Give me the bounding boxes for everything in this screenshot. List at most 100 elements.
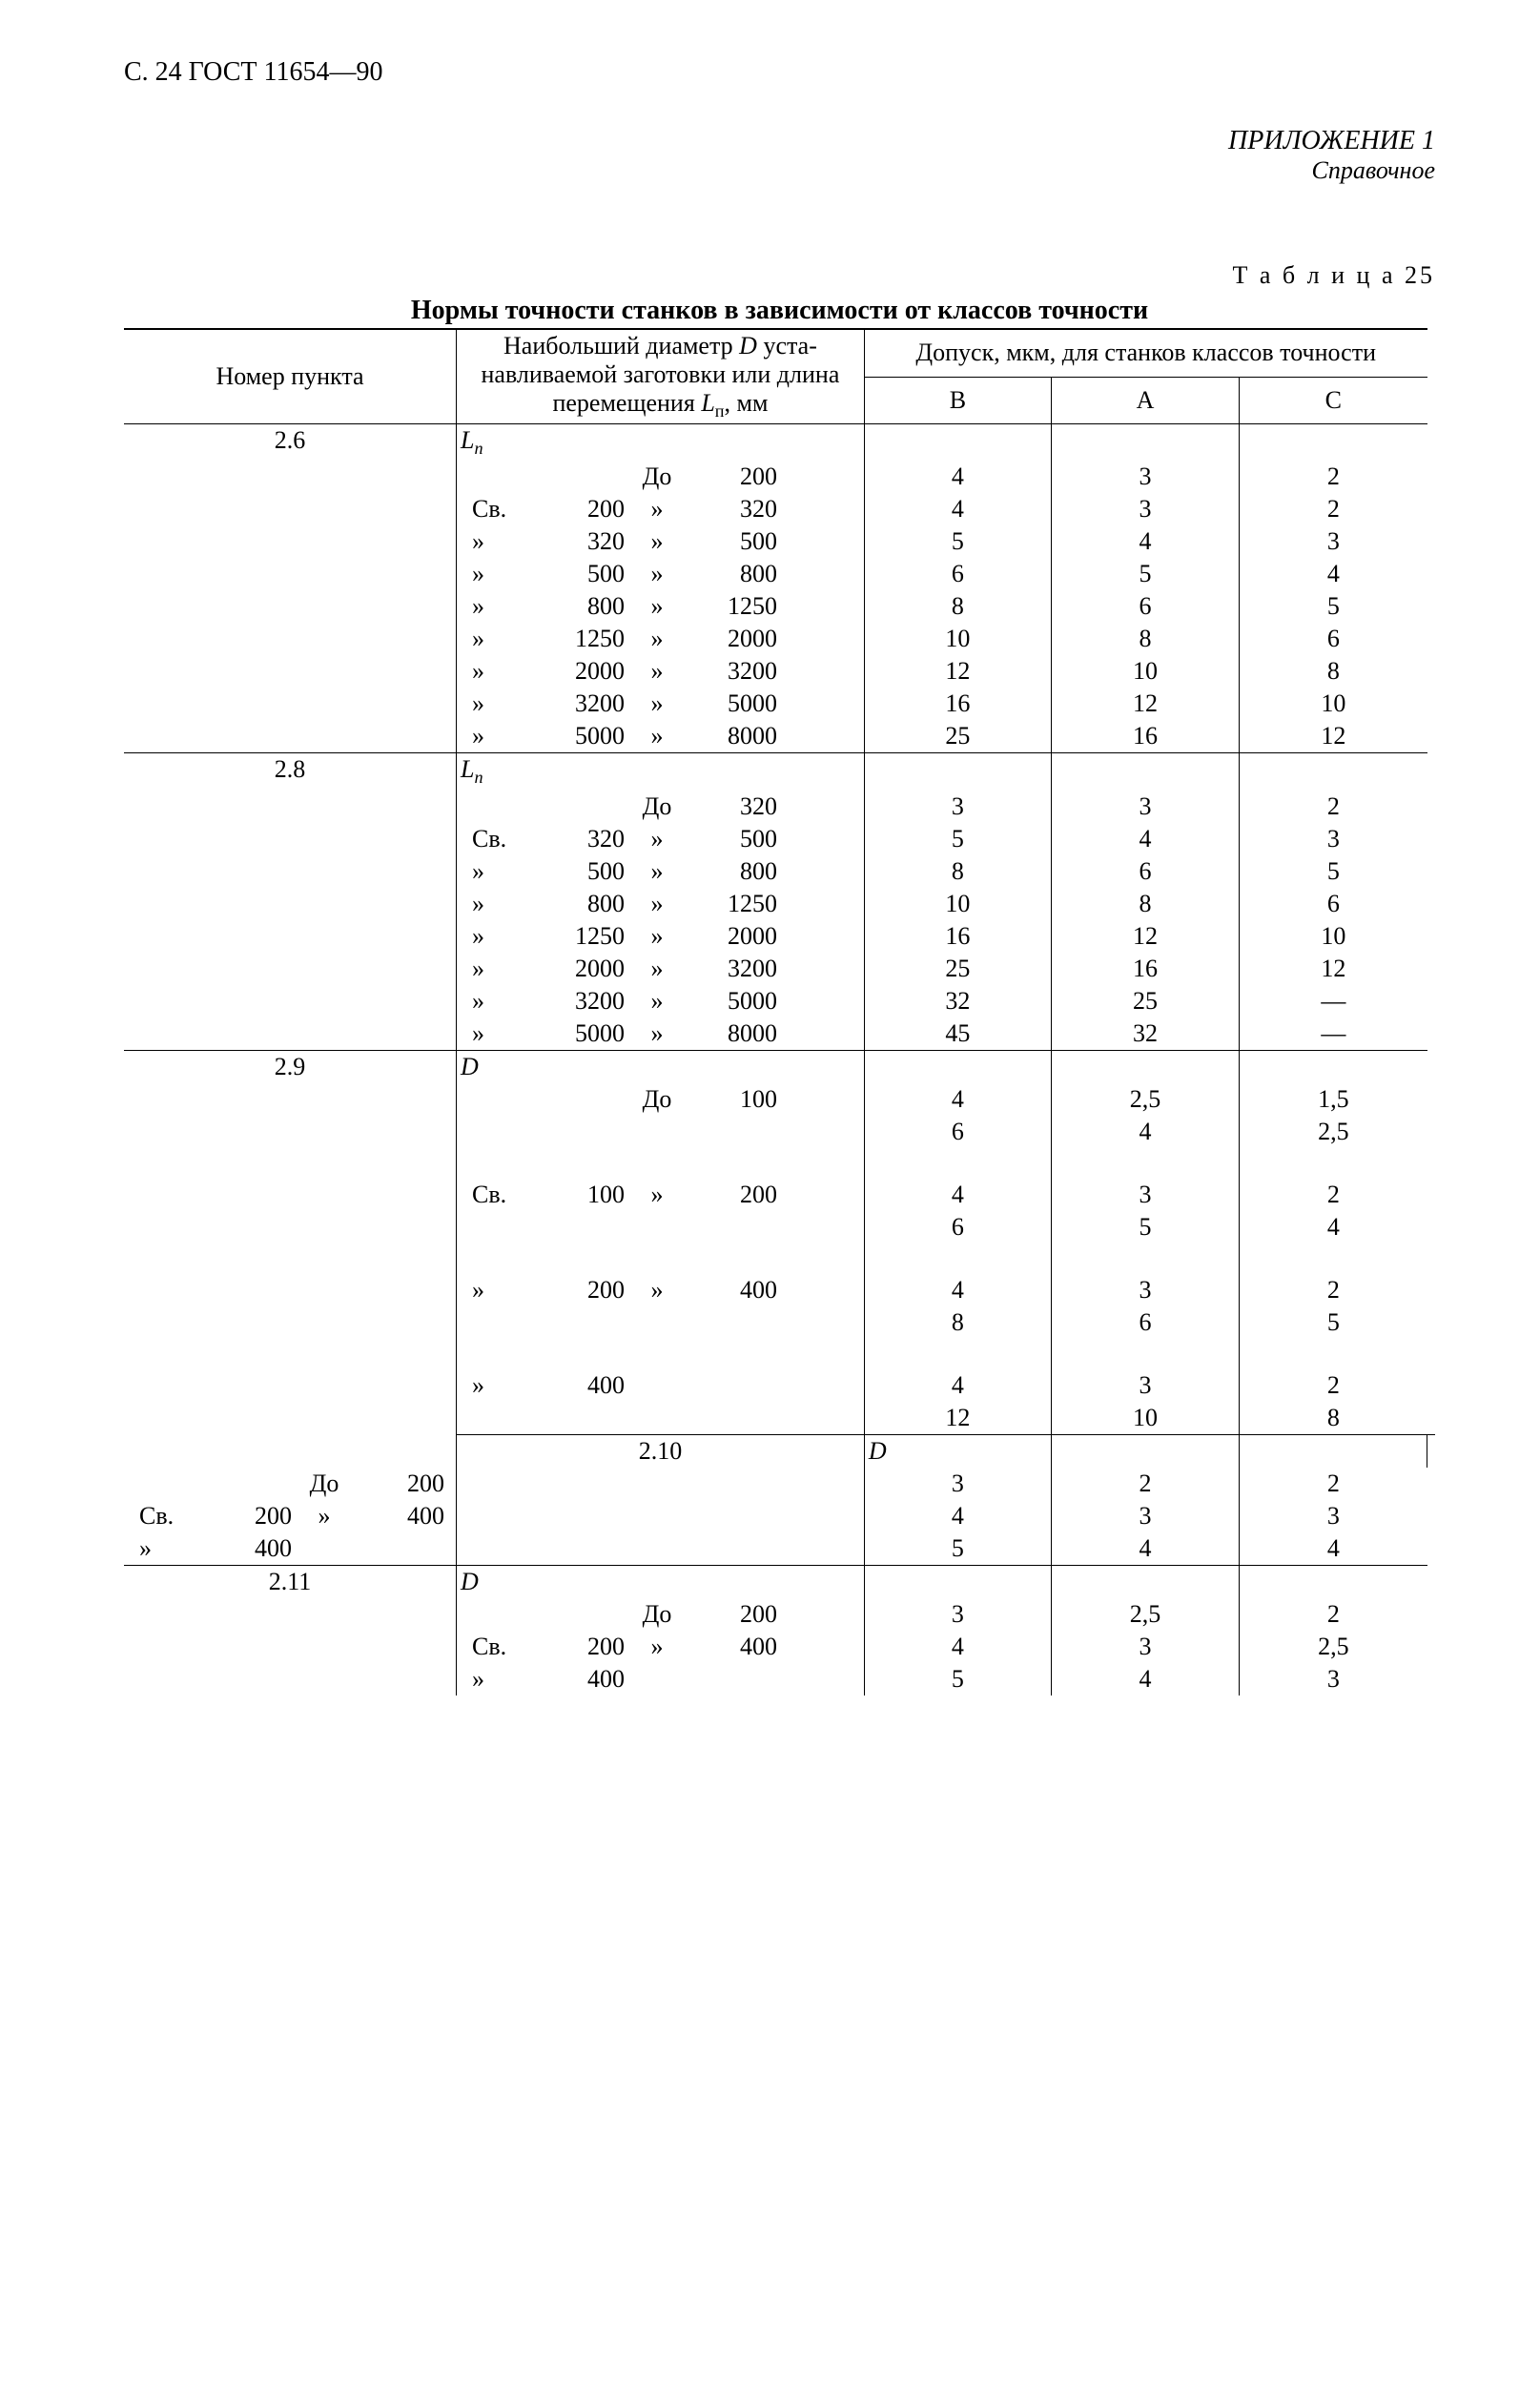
value-cell: 4 — [864, 1631, 1051, 1663]
empty-cell — [1240, 1050, 1427, 1083]
range-cell: »500»800 — [457, 855, 865, 888]
range-cell: »400 — [124, 1532, 457, 1566]
range-cell: До200 — [124, 1468, 457, 1500]
value-cell: 32 — [1051, 1017, 1239, 1051]
value-cell: 4 — [1051, 1116, 1239, 1148]
range-cell: До320 — [457, 791, 865, 823]
value-cell: 12 — [1240, 720, 1427, 753]
value-cell: 3 — [1051, 1274, 1239, 1306]
value-cell: 6 — [1240, 623, 1427, 655]
value-cell: 4 — [1051, 525, 1239, 558]
value-cell: 2 — [1051, 1468, 1239, 1500]
tolerance-table: Номер пункта Наибольший диаметр D уста­н… — [124, 328, 1435, 1696]
table-row: 2.8Lп — [124, 753, 1435, 791]
table-number-label: Т а б л и ц а 25 — [124, 261, 1435, 290]
empty-cell — [864, 1565, 1051, 1598]
range-cell — [457, 1116, 865, 1148]
value-cell: 3 — [1240, 1663, 1427, 1696]
value-cell: 3 — [1051, 461, 1239, 493]
th-nomer: Номер пункта — [124, 329, 457, 424]
value-cell: 8 — [1051, 888, 1239, 920]
th-tolerance-span: Допуск, мкм, для станков классов точност… — [864, 329, 1427, 377]
nomer-cell: 2.8 — [124, 753, 457, 1050]
range-cell: »5000»8000 — [457, 720, 865, 753]
th-diam: Наибольший диаметр D уста­навливаемой за… — [457, 329, 865, 424]
th-class-b: В — [864, 377, 1051, 424]
range-symbol: D — [457, 1565, 865, 1598]
range-cell: »320»500 — [457, 525, 865, 558]
value-cell: 8 — [1051, 623, 1239, 655]
range-cell: »1250»2000 — [457, 920, 865, 953]
empty-cell — [864, 753, 1051, 791]
value-cell: 16 — [864, 920, 1051, 953]
value-cell: 8 — [864, 1306, 1051, 1339]
value-cell: 8 — [1240, 655, 1427, 688]
value-cell: 3 — [1240, 525, 1427, 558]
range-cell: Св.200»320 — [457, 493, 865, 525]
value-cell: 16 — [1051, 720, 1239, 753]
value-cell: 4 — [864, 1274, 1051, 1306]
range-cell — [457, 1211, 865, 1243]
range-cell: »1250»2000 — [457, 623, 865, 655]
range-cell: »200»400 — [457, 1274, 865, 1306]
value-cell: 5 — [864, 1663, 1051, 1696]
value-cell: 8 — [864, 590, 1051, 623]
empty-cell — [1051, 1565, 1239, 1598]
value-cell: 3 — [1051, 493, 1239, 525]
value-cell: 3 — [1051, 791, 1239, 823]
empty-cell — [1240, 753, 1427, 791]
value-cell: 8 — [864, 855, 1051, 888]
value-cell: 2 — [1240, 1369, 1427, 1402]
value-cell: 4 — [864, 1500, 1051, 1532]
value-cell: 5 — [864, 525, 1051, 558]
value-cell: 3 — [864, 791, 1051, 823]
value-cell: 3 — [1240, 1500, 1427, 1532]
value-cell: 2,5 — [1240, 1116, 1427, 1148]
table-title: Нормы точности станков в зависимости от … — [124, 296, 1435, 326]
value-cell: 5 — [864, 823, 1051, 855]
value-cell: 6 — [1240, 888, 1427, 920]
value-cell: 5 — [1240, 590, 1427, 623]
value-cell: 16 — [1051, 953, 1239, 985]
page-header: С. 24 ГОСТ 11654—90 — [124, 57, 1435, 88]
value-cell: 4 — [864, 461, 1051, 493]
value-cell: 25 — [864, 953, 1051, 985]
appendix-block: ПРИЛОЖЕНИЕ 1 Справочное — [124, 126, 1435, 185]
value-cell: 3 — [1051, 1369, 1239, 1402]
nomer-cell: 2.6 — [124, 424, 457, 753]
value-cell: 4 — [1240, 1211, 1427, 1243]
range-cell: До200 — [457, 461, 865, 493]
range-cell: »400 — [457, 1663, 865, 1696]
range-cell: До100 — [457, 1083, 865, 1116]
range-symbol: D — [864, 1434, 1051, 1468]
value-cell: 3 — [864, 1598, 1051, 1631]
value-cell: 2,5 — [1051, 1598, 1239, 1631]
value-cell: 3 — [1051, 1631, 1239, 1663]
empty-cell — [1427, 1434, 1436, 1468]
empty-cell — [1240, 1434, 1427, 1468]
value-cell: — — [1240, 985, 1427, 1017]
value-cell: 5 — [1240, 1306, 1427, 1339]
empty-cell — [1240, 1565, 1427, 1598]
range-cell: »5000»8000 — [457, 1017, 865, 1051]
value-cell: 10 — [864, 623, 1051, 655]
value-cell: 2 — [1240, 461, 1427, 493]
value-cell: 2 — [1240, 791, 1427, 823]
value-cell: 16 — [864, 688, 1051, 720]
value-cell: 10 — [1051, 1402, 1239, 1435]
empty-cell — [864, 1050, 1051, 1083]
value-cell: 4 — [864, 1369, 1051, 1402]
range-cell: До200 — [457, 1598, 865, 1631]
value-cell: 6 — [864, 1116, 1051, 1148]
empty-cell — [1240, 424, 1427, 462]
range-cell: Св.200»400 — [124, 1500, 457, 1532]
value-cell: 2 — [1240, 493, 1427, 525]
value-cell: 10 — [1240, 688, 1427, 720]
value-cell: 3 — [1051, 1179, 1239, 1211]
range-cell: »2000»3200 — [457, 953, 865, 985]
value-cell: 4 — [1240, 558, 1427, 590]
empty-cell — [1051, 1050, 1239, 1083]
value-cell: 5 — [1051, 558, 1239, 590]
value-cell: 2 — [1240, 1468, 1427, 1500]
value-cell: 10 — [1051, 655, 1239, 688]
